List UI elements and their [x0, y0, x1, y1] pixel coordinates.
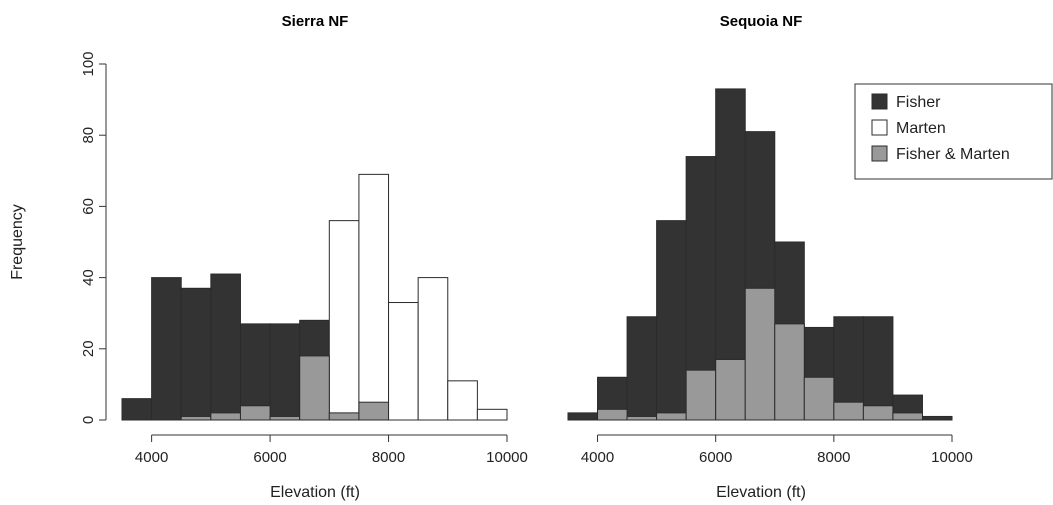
x-tick-label: 4000 [581, 449, 614, 466]
bar-fisher-marten-8000 [833, 401, 864, 421]
sierra-y-axis: 0 20 40 60 80 100 [80, 51, 107, 424]
y-tick-label: 80 [80, 127, 97, 144]
sierra-bars [121, 173, 508, 421]
x-tick-label: 6000 [253, 449, 286, 466]
bar-fisher-5500 [239, 323, 271, 421]
panel-title-sierra: Sierra NF [282, 13, 349, 30]
bar-fisher-marten-5500 [239, 405, 271, 421]
x-tick-label: 10000 [931, 449, 973, 466]
bar-fisher-marten-6500 [744, 287, 776, 421]
y-tick-label: 0 [80, 416, 97, 424]
bar-fisher-5000 [656, 220, 687, 421]
legend-label: Fisher [896, 94, 941, 111]
legend: Fisher Marten Fisher & Marten [854, 83, 1053, 180]
bar-marten-7000 [328, 220, 360, 421]
bar-marten-8500 [417, 277, 449, 421]
x-tick-label: 8000 [372, 449, 405, 466]
bar-fisher-marten-4000 [597, 408, 628, 421]
bar-fisher-4000 [151, 277, 182, 421]
bar-fisher-5000 [210, 273, 241, 421]
bar-fisher-marten-6000 [715, 358, 746, 421]
bar-marten-8000 [388, 302, 419, 421]
bar-fisher-marten-6500 [299, 355, 330, 421]
bar-fisher-marten-4500 [180, 415, 212, 421]
sierra-x-axis: 4000 6000 8000 10000 [135, 434, 528, 466]
x-tick-label: 10000 [486, 449, 528, 466]
legend-swatch-fisher [871, 93, 888, 110]
legend-swatch-marten [871, 119, 888, 136]
x-tick-label: 6000 [699, 449, 732, 466]
panel-title-sequoia: Sequoia NF [720, 13, 803, 30]
bar-fisher-3500 [567, 412, 599, 421]
x-axis-label-sequoia: Elevation (ft) [716, 484, 806, 501]
x-tick-label: 8000 [817, 449, 850, 466]
y-tick-label: 20 [80, 340, 97, 357]
bar-fisher-8500 [862, 316, 894, 421]
bar-fisher-4500 [626, 316, 658, 421]
bar-fisher-marten-7000 [774, 323, 805, 421]
y-tick-label: 100 [80, 51, 97, 76]
bar-fisher-marten-7500 [803, 376, 835, 421]
bar-marten-9500 [476, 408, 508, 421]
bar-fisher-marten-6000 [269, 415, 301, 421]
legend-label: Fisher & Marten [896, 146, 1010, 163]
bar-fisher-marten-7500 [358, 401, 390, 421]
bar-marten-7500 [358, 173, 390, 421]
bar-fisher-marten-7000 [328, 412, 360, 421]
bar-fisher-marten-8500 [862, 405, 894, 421]
legend-label: Marten [896, 120, 946, 137]
bar-fisher-marten-9000 [892, 412, 923, 421]
sequoia-x-axis: 4000 6000 8000 10000 [581, 434, 973, 466]
bar-fisher-marten-4500 [626, 415, 658, 421]
bar-fisher-marten-5000 [210, 412, 241, 421]
bar-fisher-9500 [921, 415, 953, 421]
bar-fisher-4500 [180, 287, 212, 421]
y-axis-label: Frequency [9, 204, 26, 280]
y-tick-label: 40 [80, 269, 97, 286]
x-axis-label-sierra: Elevation (ft) [270, 484, 360, 501]
bar-fisher-marten-5000 [656, 412, 687, 421]
bar-marten-9000 [447, 380, 478, 421]
bar-fisher-3500 [121, 398, 153, 421]
sequoia-bars [567, 88, 953, 421]
legend-box [854, 83, 1053, 180]
x-tick-label: 4000 [135, 449, 168, 466]
bar-fisher-marten-5500 [685, 369, 717, 421]
bar-fisher-6000 [269, 323, 301, 421]
legend-swatch-fisher-marten [871, 145, 888, 162]
y-tick-label: 60 [80, 198, 97, 215]
